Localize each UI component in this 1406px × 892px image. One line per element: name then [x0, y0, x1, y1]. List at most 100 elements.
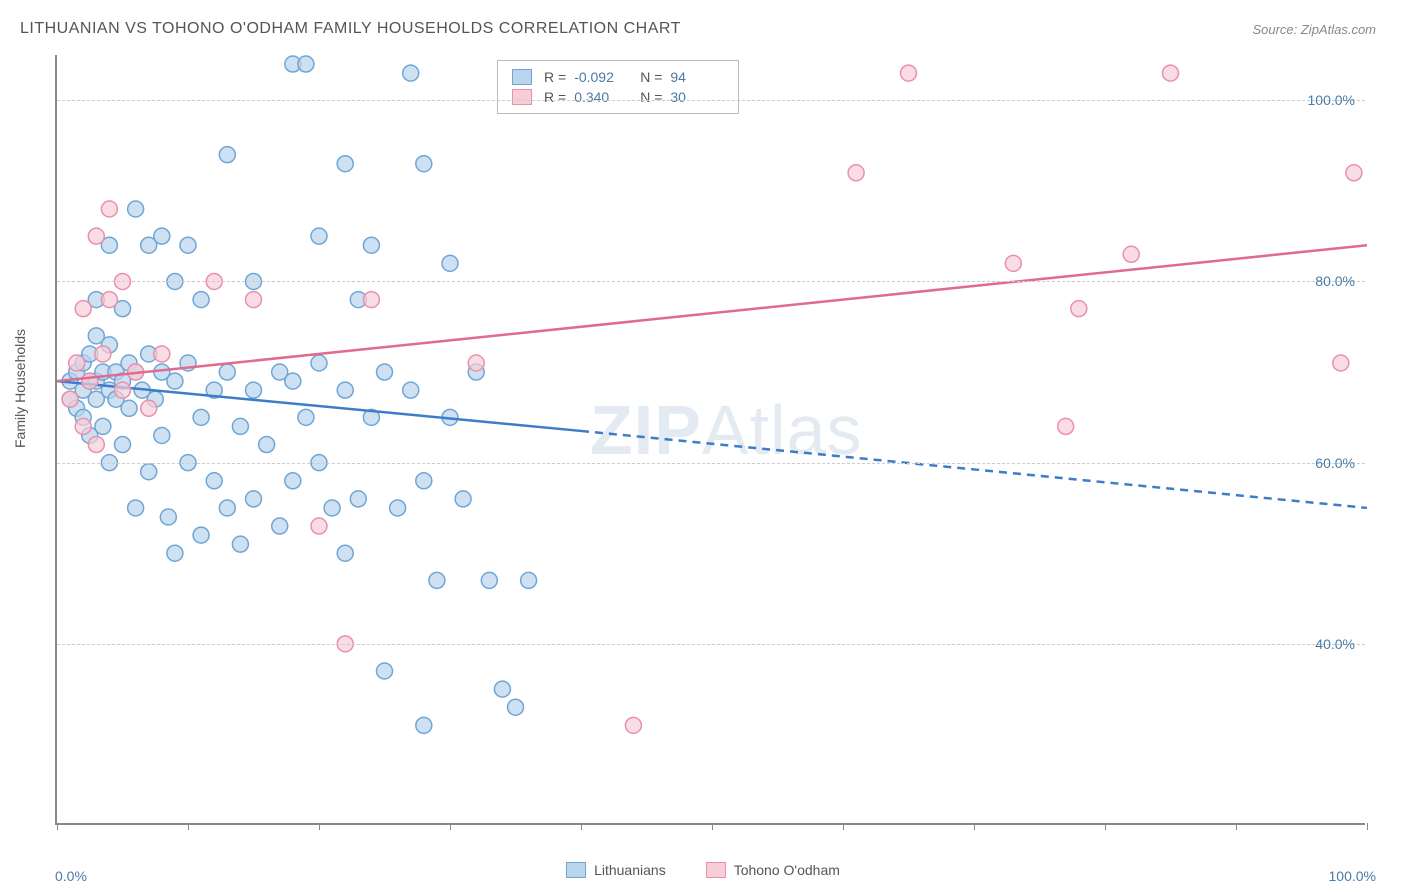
data-point [193, 409, 209, 425]
data-point [625, 717, 641, 733]
data-point [416, 717, 432, 733]
correlation-legend: R =-0.092N =94R =0.340N =30 [497, 60, 739, 114]
stat-r-label: R = [544, 89, 566, 105]
data-point [95, 346, 111, 362]
data-point [154, 228, 170, 244]
data-point [160, 509, 176, 525]
stat-n-value: 30 [670, 89, 724, 105]
y-tick-label: 60.0% [1315, 455, 1355, 471]
data-point [494, 681, 510, 697]
stat-r-label: R = [544, 69, 566, 85]
data-point [311, 228, 327, 244]
data-point [1333, 355, 1349, 371]
data-point [363, 292, 379, 308]
data-point [246, 382, 262, 398]
data-point [363, 237, 379, 253]
gridline [57, 281, 1365, 282]
y-tick-label: 40.0% [1315, 636, 1355, 652]
legend-item: Tohono O'odham [706, 862, 840, 878]
data-point [468, 355, 484, 371]
y-tick-label: 80.0% [1315, 273, 1355, 289]
data-point [377, 364, 393, 380]
data-point [69, 355, 85, 371]
x-tick [581, 823, 582, 830]
data-point [337, 156, 353, 172]
source-attribution: Source: ZipAtlas.com [1252, 22, 1376, 37]
y-axis-label: Family Households [12, 329, 28, 448]
data-point [311, 355, 327, 371]
data-point [298, 409, 314, 425]
data-point [167, 545, 183, 561]
data-point [232, 536, 248, 552]
data-point [350, 491, 366, 507]
data-point [193, 527, 209, 543]
gridline [57, 100, 1365, 101]
x-tick [1367, 823, 1368, 830]
data-point [193, 292, 209, 308]
stat-r-value: -0.092 [574, 69, 628, 85]
data-point [75, 301, 91, 317]
y-tick-label: 100.0% [1308, 92, 1355, 108]
data-point [259, 437, 275, 453]
data-point [88, 228, 104, 244]
data-point [1123, 246, 1139, 262]
legend-item: Lithuanians [566, 862, 666, 878]
data-point [901, 65, 917, 81]
data-point [219, 147, 235, 163]
data-point [82, 373, 98, 389]
data-point [75, 418, 91, 434]
data-point [455, 491, 471, 507]
data-point [337, 545, 353, 561]
chart-title: LITHUANIAN VS TOHONO O'ODHAM FAMILY HOUS… [20, 20, 681, 38]
legend-label: Lithuanians [594, 862, 666, 878]
series-legend: Lithuanians Tohono O'odham [0, 862, 1406, 878]
trend-line [57, 245, 1367, 381]
data-point [337, 382, 353, 398]
legend-label: Tohono O'odham [734, 862, 840, 878]
data-point [219, 500, 235, 516]
data-point [246, 292, 262, 308]
data-point [442, 255, 458, 271]
data-point [1163, 65, 1179, 81]
data-point [390, 500, 406, 516]
watermark-text: ZIPAtlas [590, 390, 863, 470]
data-point [128, 201, 144, 217]
data-point [101, 292, 117, 308]
data-point [167, 373, 183, 389]
data-point [115, 437, 131, 453]
legend-row: R = 0.340 N = 30 [512, 87, 724, 107]
data-point [219, 364, 235, 380]
data-point [285, 373, 301, 389]
data-point [429, 572, 445, 588]
stat-r-value: 0.340 [574, 89, 628, 105]
data-point [377, 663, 393, 679]
legend-swatch [512, 69, 532, 85]
data-point [121, 400, 137, 416]
data-point [416, 156, 432, 172]
data-point [848, 165, 864, 181]
data-point [115, 382, 131, 398]
data-point [246, 491, 262, 507]
x-tick [712, 823, 713, 830]
data-point [285, 473, 301, 489]
x-tick [974, 823, 975, 830]
data-point [101, 201, 117, 217]
x-tick [843, 823, 844, 830]
legend-row: R =-0.092N =94 [512, 67, 724, 87]
data-point [95, 418, 111, 434]
data-point [1005, 255, 1021, 271]
x-tick [57, 823, 58, 830]
data-point [508, 699, 524, 715]
data-point [416, 473, 432, 489]
data-point [1058, 418, 1074, 434]
data-point [180, 237, 196, 253]
data-point [521, 572, 537, 588]
stat-n-label: N = [640, 69, 662, 85]
data-point [1346, 165, 1362, 181]
legend-swatch [706, 862, 726, 878]
data-point [1071, 301, 1087, 317]
data-point [128, 500, 144, 516]
stat-n-label: N = [640, 89, 662, 105]
data-point [403, 65, 419, 81]
gridline [57, 644, 1365, 645]
